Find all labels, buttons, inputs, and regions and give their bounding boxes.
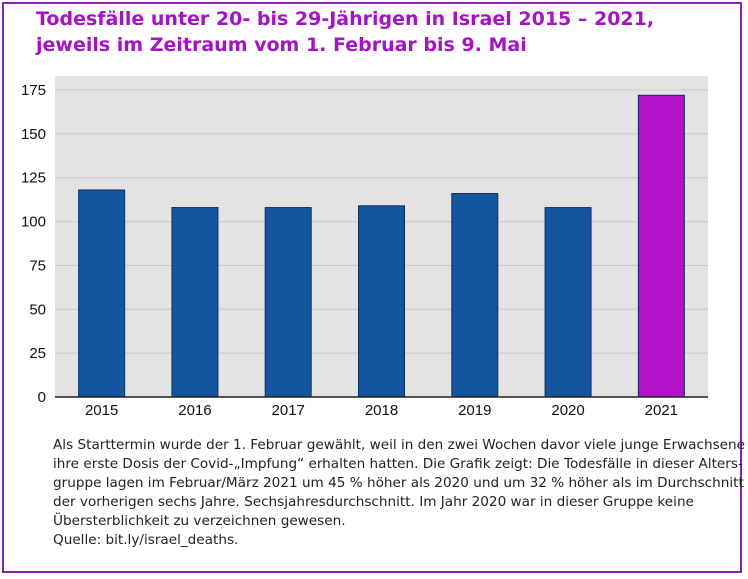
x-tick-label: 2020 bbox=[551, 402, 584, 419]
caption-line: der vorherigen sechs Jahre. Sechsjahresd… bbox=[53, 494, 694, 510]
y-tick-label: 50 bbox=[29, 301, 46, 318]
x-tick-label: 2018 bbox=[365, 402, 398, 419]
x-tick-label: 2015 bbox=[85, 402, 118, 419]
chart-title: Todesfälle unter 20- bis 29-Jährigen in … bbox=[36, 6, 726, 58]
x-tick-label: 2017 bbox=[272, 402, 305, 419]
y-tick-label: 100 bbox=[21, 214, 46, 231]
bar-2017 bbox=[264, 207, 312, 398]
caption-line: Übersterblichkeit zu verzeichnen gewesen… bbox=[53, 513, 346, 529]
y-tick-label: 125 bbox=[21, 170, 46, 187]
bar-2016 bbox=[171, 207, 219, 398]
y-tick-label: 75 bbox=[29, 257, 46, 274]
caption-line: gruppe lagen im Februar/März 2021 um 45 … bbox=[53, 475, 744, 491]
bar-2018 bbox=[358, 205, 405, 398]
y-tick-label: 0 bbox=[38, 389, 46, 406]
x-tick-label: 2019 bbox=[458, 402, 491, 419]
title-line-2: jeweils im Zeitraum vom 1. Februar bis 9… bbox=[36, 34, 527, 56]
caption-line: Als Starttermin wurde der 1. Februar gew… bbox=[53, 437, 745, 453]
bar-2019 bbox=[451, 193, 499, 398]
x-tick-label: 2021 bbox=[645, 402, 678, 419]
bar-2021 bbox=[637, 94, 685, 398]
y-tick-label: 175 bbox=[21, 82, 46, 99]
title-line-1: Todesfälle unter 20- bis 29-Jährigen in … bbox=[36, 8, 655, 30]
source-note: Quelle: bit.ly/israel_deaths. bbox=[53, 532, 239, 548]
chart-caption: Als Starttermin wurde der 1. Februar gew… bbox=[53, 436, 745, 550]
y-tick-label: 25 bbox=[29, 345, 46, 362]
caption-line: ihre erste Dosis der Covid-„Impfung“ erh… bbox=[53, 456, 743, 472]
bar-chart: 0 25 50 75 100 125 150 175 2015 2016 2017 2018 2019 2… bbox=[21, 76, 708, 419]
y-tick-label: 150 bbox=[21, 126, 46, 143]
bar-2015 bbox=[78, 189, 126, 398]
x-tick-label: 2016 bbox=[178, 402, 211, 419]
bar-2020 bbox=[544, 207, 592, 398]
